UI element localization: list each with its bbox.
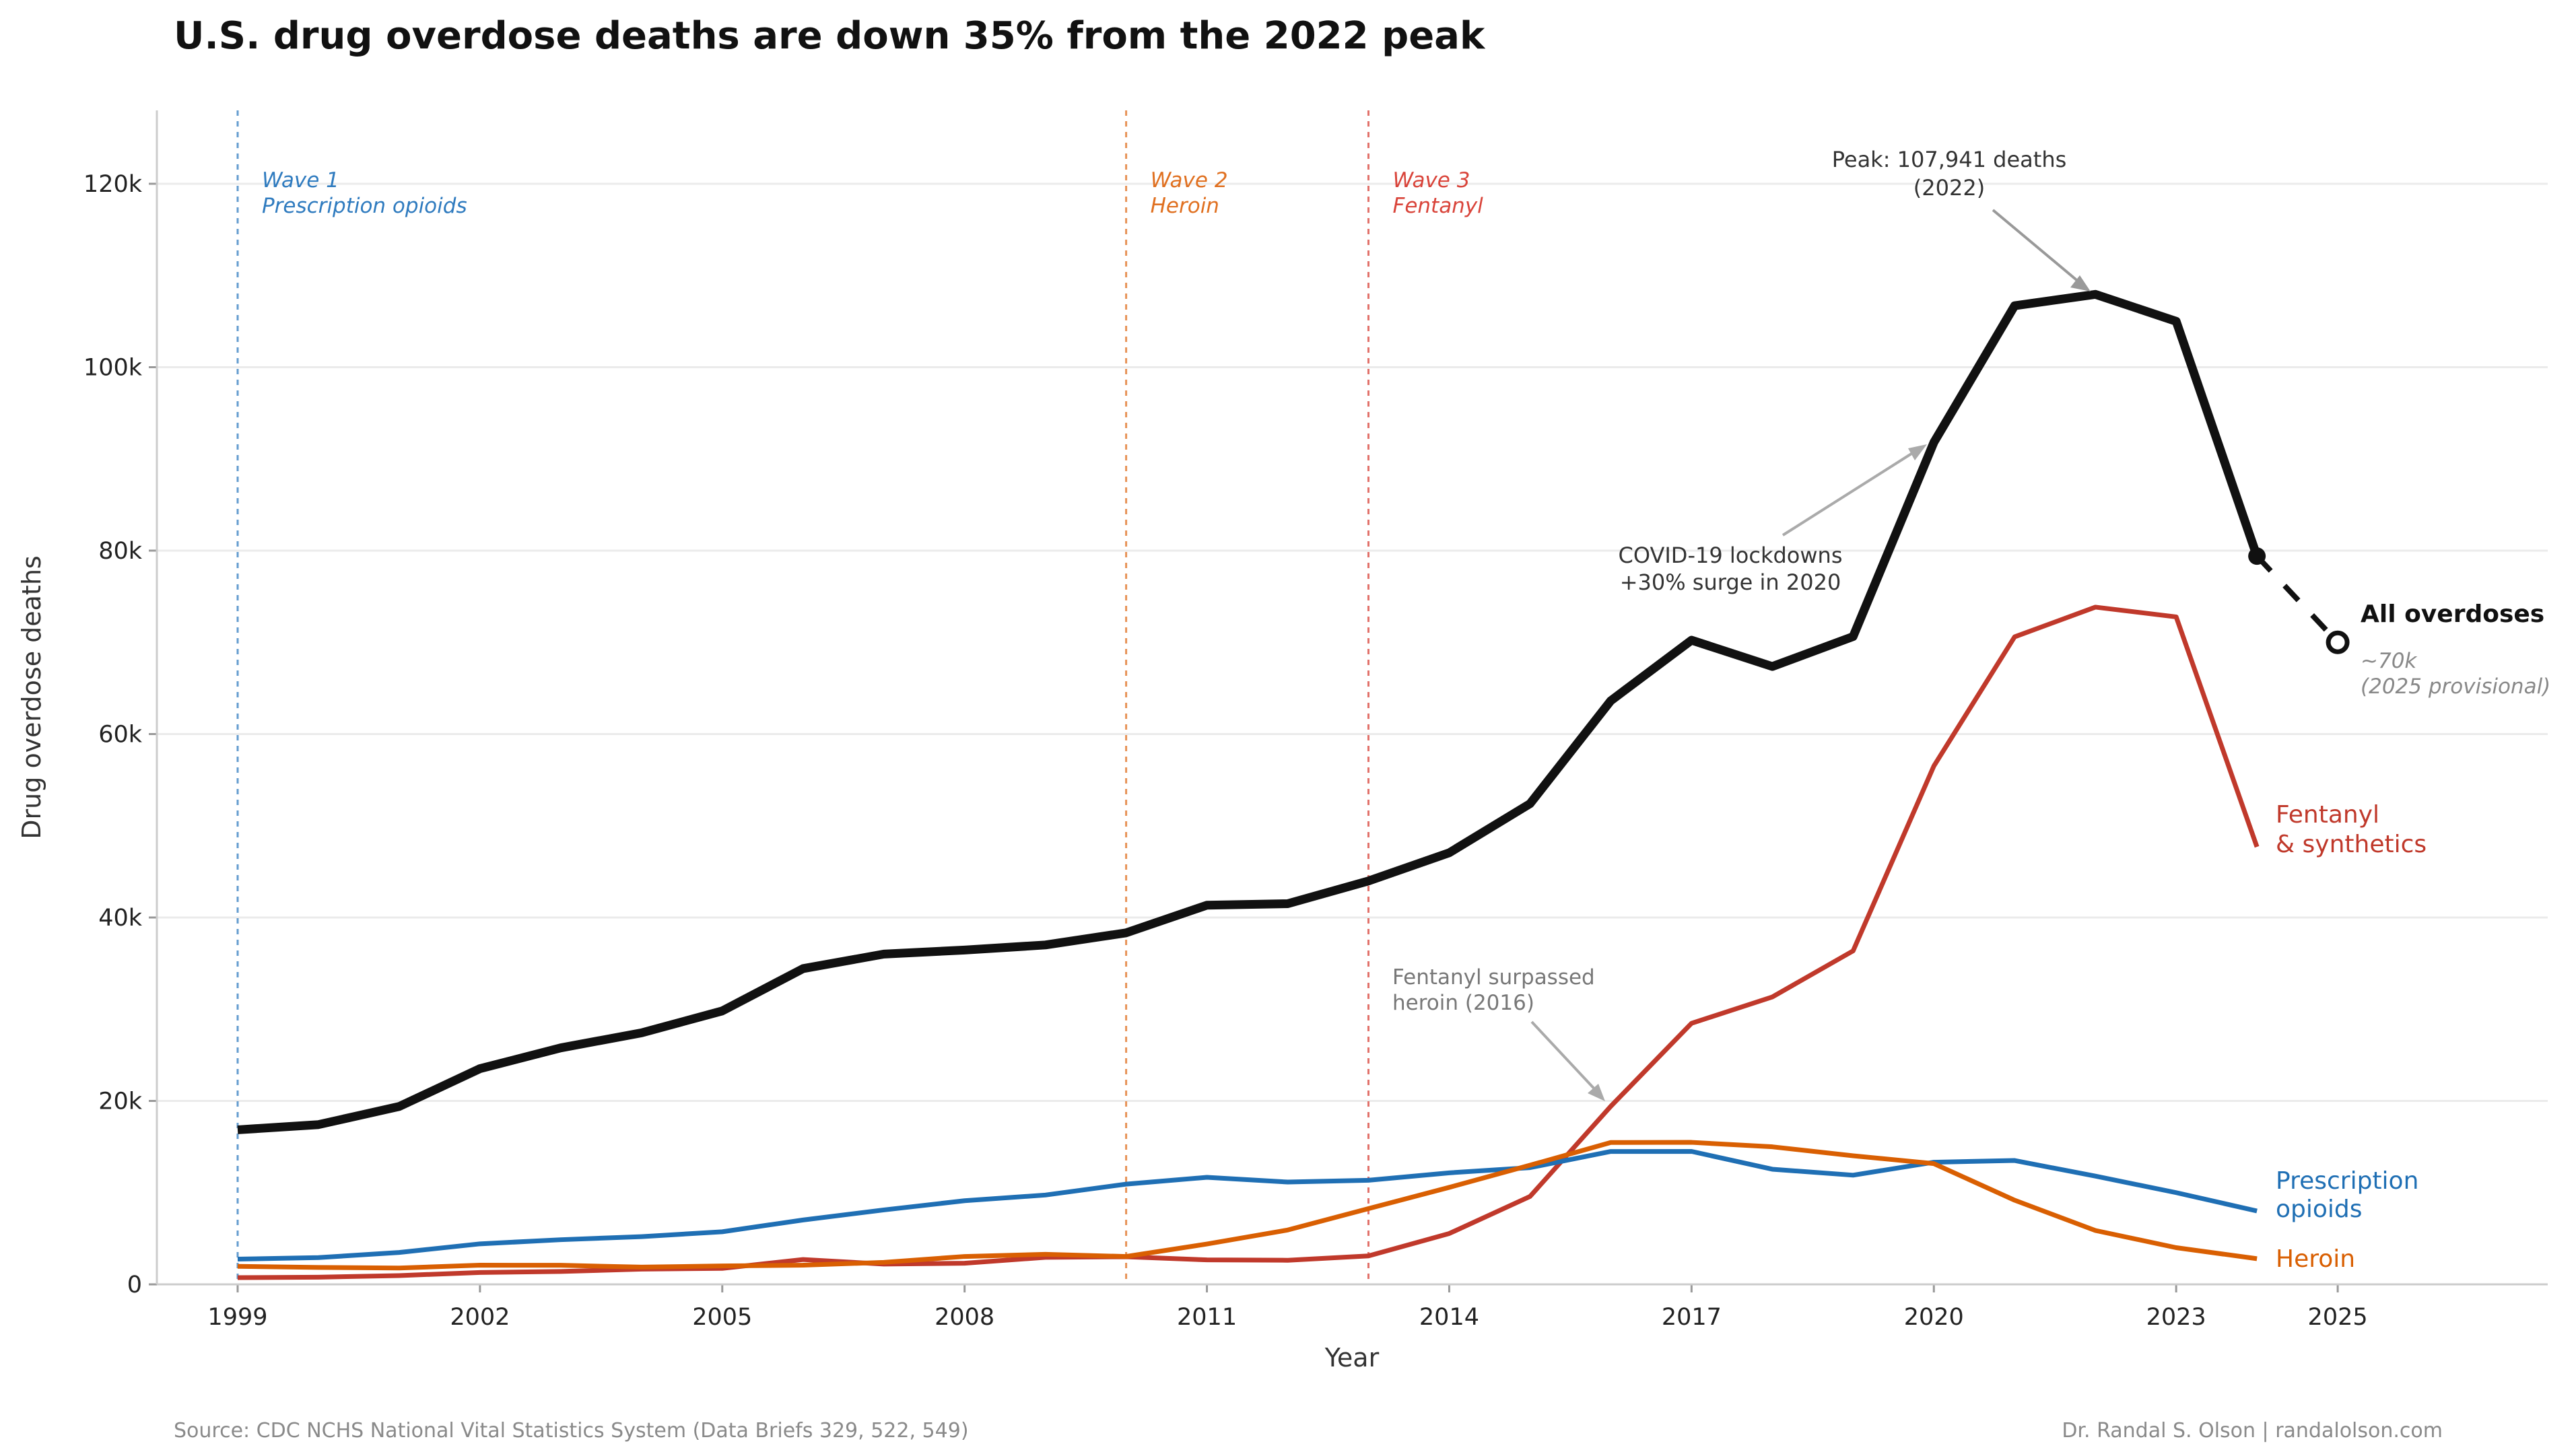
x-tick-label: 1999 <box>207 1304 267 1331</box>
x-tick-label: 2002 <box>450 1304 510 1331</box>
covid-arrowhead <box>1908 444 1927 460</box>
x-tick-label: 2008 <box>935 1304 994 1331</box>
all-overdoses-label: All overdoses <box>2361 600 2544 628</box>
fent-arrow <box>1530 1020 1600 1095</box>
x-tick-label: 2020 <box>1904 1304 1964 1331</box>
y-tick-label: 40k <box>98 905 143 932</box>
fentanyl-surpassed-annotation: Fentanyl surpassed heroin (2016) <box>1392 965 1605 1101</box>
projection-label-note: (2025 provisional) <box>2361 674 2550 699</box>
projection-line <box>2255 554 2340 644</box>
y-tick-label: 120k <box>83 171 143 198</box>
wave-label-desc: Fentanyl <box>1392 194 1483 218</box>
y-axis-label: Drug overdose deaths <box>17 555 46 839</box>
axes: 0 20k 40k 60k 80k 100k 120k 1999 2002 2005 2008 201… <box>83 110 2548 1331</box>
projection-label-value: ~70k <box>2361 649 2417 673</box>
covid-annotation-line2: +30% surge in 2020 <box>1620 569 1841 595</box>
last-data-point <box>2248 547 2266 565</box>
peak-annotation-line2: (2022) <box>1913 175 1985 201</box>
covid-arrow <box>1782 448 1920 536</box>
credit-note: Dr. Randal S. Olson | randalolson.com <box>2062 1419 2443 1443</box>
chart-title: U.S. drug overdose deaths are down 35% f… <box>174 14 1486 58</box>
x-tick-label: 2005 <box>692 1304 752 1331</box>
wave-label-title: Wave 1 <box>262 168 339 193</box>
projection-point <box>2326 630 2350 654</box>
x-tick-label: 2017 <box>1662 1304 1722 1331</box>
peak-annotation: Peak: 107,941 deaths (2022) <box>1832 147 2091 291</box>
y-tick-label: 20k <box>98 1088 143 1115</box>
rx-label-line1: Prescription <box>2276 1167 2418 1195</box>
fent-annotation-line1: Fentanyl surpassed <box>1392 965 1595 990</box>
gridlines <box>157 182 2548 1102</box>
wave-label-title: Wave 2 <box>1151 168 1228 193</box>
rx-label-line2: opioids <box>2276 1195 2363 1223</box>
series-line-fentanyl-synthetics <box>237 604 2260 1280</box>
wave-label-desc: Heroin <box>1151 194 1219 218</box>
series-line-heroin <box>237 1140 2258 1271</box>
series-line-all-overdoses <box>237 289 2262 1134</box>
y-tick-label: 0 <box>127 1272 142 1298</box>
x-tick-label: 2011 <box>1177 1304 1237 1331</box>
peak-arrow <box>1992 209 2085 287</box>
fentanyl-label-line2: & synthetics <box>2276 831 2427 858</box>
peak-annotation-line1: Peak: 107,941 deaths <box>1832 147 2067 172</box>
peak-arrowhead <box>2070 275 2091 291</box>
y-tick-label: 80k <box>98 538 143 565</box>
covid-annotation: COVID-19 lockdowns +30% surge in 2020 <box>1619 444 1927 595</box>
x-tick-label: 2014 <box>1419 1304 1479 1331</box>
x-tick-label: 2025 <box>2308 1304 2368 1331</box>
heroin-label: Heroin <box>2276 1245 2355 1273</box>
covid-annotation-line1: COVID-19 lockdowns <box>1619 543 1843 568</box>
x-tick-label: 2023 <box>2146 1304 2206 1331</box>
fent-arrowhead <box>1588 1084 1605 1101</box>
x-axis-label: Year <box>1324 1343 1380 1373</box>
y-tick-label: 100k <box>83 355 143 382</box>
fentanyl-label-line1: Fentanyl <box>2276 801 2379 829</box>
source-note: Source: CDC NCHS National Vital Statisti… <box>174 1419 969 1443</box>
series-line-prescription-opioids <box>237 1149 2258 1262</box>
wave-label-desc: Prescription opioids <box>262 194 467 218</box>
wave-label-title: Wave 3 <box>1392 168 1470 193</box>
y-tick-label: 60k <box>98 722 143 749</box>
fent-annotation-line2: heroin (2016) <box>1392 991 1534 1015</box>
series-lines <box>237 289 2350 1280</box>
